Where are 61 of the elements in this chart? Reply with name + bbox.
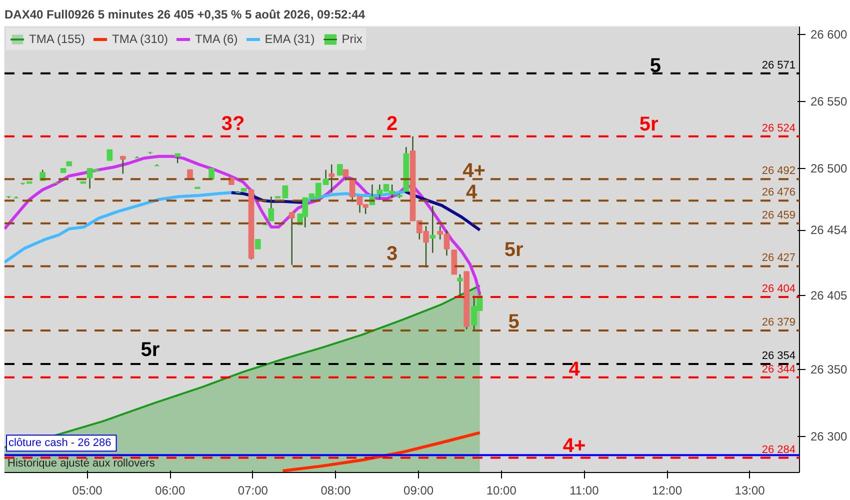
x-tick-label: 12:00 xyxy=(652,484,682,498)
y-tick-label: 26 405 xyxy=(810,288,848,303)
annotation: 5 xyxy=(650,55,661,78)
ref-line-label: clôture cash - 26 286 xyxy=(8,437,112,450)
legend-label: TMA (310) xyxy=(112,32,168,46)
candlestick xyxy=(174,153,180,164)
candlestick xyxy=(106,149,113,161)
candlestick xyxy=(52,182,59,186)
ref-line-label: 26 492 xyxy=(762,165,796,178)
candlestick xyxy=(457,274,463,298)
x-tick-label: 05:00 xyxy=(72,484,103,498)
x-tick-label: 07:00 xyxy=(238,484,268,498)
y-tick-label: 26 500 xyxy=(810,161,848,176)
annotation: 5r xyxy=(504,239,524,262)
ref-line-label: 26 459 xyxy=(762,209,796,222)
legend-label: Prix xyxy=(342,32,362,46)
chart-title: DAX40 Full0926 5 minutes 26 405 +0,35 % 5 août 2026, 09:52:44 xyxy=(4,8,366,22)
candlestick xyxy=(268,196,274,222)
annotation: 4 xyxy=(466,181,478,204)
x-tick-label: 11:00 xyxy=(570,484,600,498)
candlestick xyxy=(120,156,126,174)
candlestick xyxy=(282,185,288,198)
y-tick-label: 26 300 xyxy=(810,429,848,444)
candlestick xyxy=(254,238,261,250)
line-series xyxy=(281,431,482,472)
annotation: 5 xyxy=(508,310,520,333)
candlestick xyxy=(342,169,349,182)
ref-line-label: 26 284 xyxy=(762,444,796,456)
ref-line-label: 26 476 xyxy=(762,186,796,199)
candlestick xyxy=(328,164,335,194)
annotation: 4+ xyxy=(462,160,486,182)
ref-line-label: 26 404 xyxy=(762,283,796,296)
x-tick-label: 10:00 xyxy=(486,484,517,498)
candlestick xyxy=(430,205,436,254)
x-tick-label: 08:00 xyxy=(320,484,352,498)
ref-line-label: 26 354 xyxy=(762,350,796,362)
legend-label: TMA (155) xyxy=(29,32,86,46)
legend-label: TMA (6) xyxy=(195,32,238,46)
annotation: 3? xyxy=(221,112,245,135)
annotation: 5r xyxy=(639,114,658,136)
annotation: 2 xyxy=(386,112,398,135)
y-tick-label: 26 600 xyxy=(810,28,848,42)
annotation: 4+ xyxy=(562,435,586,458)
annotation: 3 xyxy=(386,243,398,266)
y-tick-label: 26 350 xyxy=(810,362,848,376)
annotation: 4 xyxy=(568,358,581,381)
ref-line-label: 26 524 xyxy=(762,122,796,134)
legend-label: EMA (31) xyxy=(264,32,315,46)
annotation: 5r xyxy=(140,339,160,362)
x-tick-label: 09:00 xyxy=(404,484,434,498)
ref-line-label: 26 571 xyxy=(762,59,796,72)
ref-line-label: 26 344 xyxy=(762,363,796,376)
candlestick xyxy=(336,164,343,176)
ref-line-label: 26 427 xyxy=(762,252,796,264)
x-tick-label: 13:00 xyxy=(734,484,766,498)
y-tick-label: 26 454 xyxy=(810,223,848,238)
x-tick-label: 06:00 xyxy=(155,484,186,498)
candlestick xyxy=(288,212,295,266)
ref-line-label: 26 379 xyxy=(762,316,796,329)
y-tick-label: 26 550 xyxy=(810,94,848,109)
annotation: Historique ajusté aux rollovers xyxy=(8,458,156,470)
